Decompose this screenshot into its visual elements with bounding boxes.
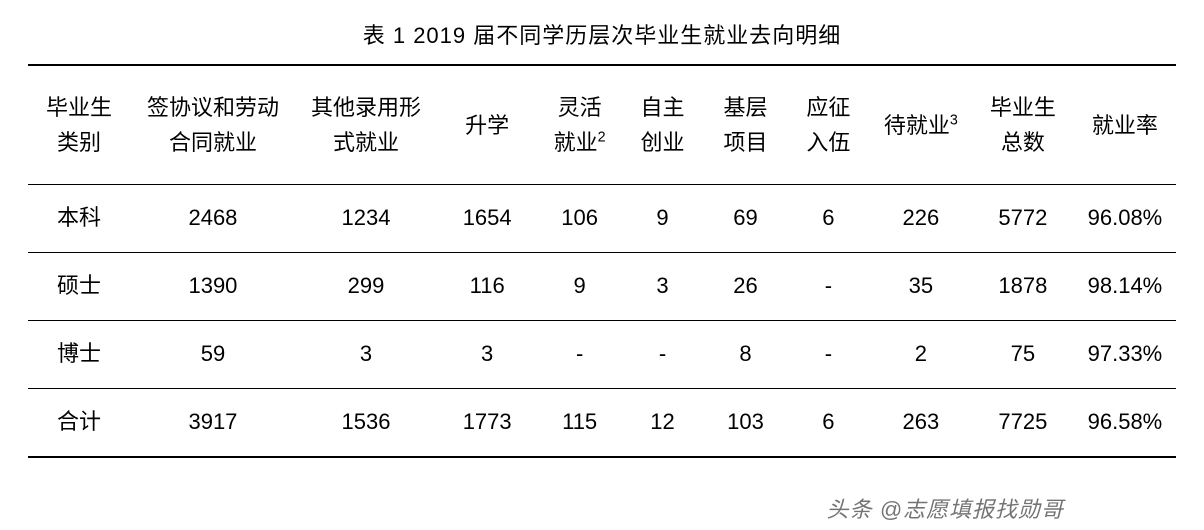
col-header-sup: 3: [950, 112, 958, 128]
col-header-2: 其他录用形式就业: [296, 65, 436, 185]
col-header-text: 基层: [723, 95, 767, 120]
col-header-text: 其他录用形: [311, 95, 421, 120]
col-header-1: 签协议和劳动合同就业: [130, 65, 296, 185]
table-cell: 2: [870, 320, 972, 388]
table-cell: -: [538, 320, 621, 388]
table-cell: 263: [870, 388, 972, 456]
table-cell: 96.08%: [1074, 185, 1176, 253]
watermark-text: 头条 @志愿填报找勋哥: [827, 492, 1064, 524]
table-row: 合计391715361773115121036263772596.58%: [28, 388, 1176, 456]
col-header-5: 自主创业: [621, 65, 704, 185]
col-header-3: 升学: [436, 65, 538, 185]
table-cell: 博士: [28, 320, 130, 388]
table-cell: 9: [621, 185, 704, 253]
col-header-10: 就业率: [1074, 65, 1176, 185]
col-header-7: 应征入伍: [787, 65, 870, 185]
table-title: 表 1 2019 届不同学历层次毕业生就业去向明细: [28, 18, 1176, 64]
table-cell: 3917: [130, 388, 296, 456]
col-header-0: 毕业生类别: [28, 65, 130, 185]
employment-table: 毕业生类别签协议和劳动合同就业其他录用形式就业升学灵活就业2自主创业基层项目应征…: [28, 64, 1176, 458]
col-header-6: 基层项目: [704, 65, 787, 185]
col-header-text: 待就业: [884, 113, 950, 138]
col-header-text: 毕业生: [46, 95, 112, 120]
col-header-text: 就业: [554, 130, 598, 155]
col-header-9: 毕业生总数: [972, 65, 1074, 185]
table-cell: 116: [436, 253, 538, 321]
col-header-text: 式就业: [333, 130, 399, 155]
table-cell: 97.33%: [1074, 320, 1176, 388]
col-header-text: 就业率: [1092, 113, 1158, 138]
table-cell: 1390: [130, 253, 296, 321]
table-cell: 8: [704, 320, 787, 388]
table-cell: 35: [870, 253, 972, 321]
table-row: 本科2468123416541069696226577296.08%: [28, 185, 1176, 253]
table-cell: 12: [621, 388, 704, 456]
col-header-text: 合同就业: [169, 130, 257, 155]
table-cell: 299: [296, 253, 436, 321]
table-cell: 103: [704, 388, 787, 456]
table-cell: 3: [436, 320, 538, 388]
table-cell: 硕士: [28, 253, 130, 321]
table-cell: 9: [538, 253, 621, 321]
col-header-text: 入伍: [806, 130, 850, 155]
table-body: 本科2468123416541069696226577296.08%硕士1390…: [28, 185, 1176, 457]
table-cell: 本科: [28, 185, 130, 253]
table-cell: -: [621, 320, 704, 388]
col-header-text: 应征: [806, 95, 850, 120]
col-header-text: 灵活: [558, 95, 602, 120]
table-cell: 3: [296, 320, 436, 388]
col-header-text: 总数: [1001, 130, 1045, 155]
table-cell: 1654: [436, 185, 538, 253]
col-header-sup: 2: [598, 130, 606, 146]
table-cell: 合计: [28, 388, 130, 456]
table-cell: 3: [621, 253, 704, 321]
table-cell: 98.14%: [1074, 253, 1176, 321]
col-header-4: 灵活就业2: [538, 65, 621, 185]
table-cell: -: [787, 253, 870, 321]
col-header-text: 项目: [723, 130, 767, 155]
table-cell: 7725: [972, 388, 1074, 456]
col-header-text: 类别: [57, 130, 101, 155]
table-cell: 6: [787, 185, 870, 253]
table-cell: 59: [130, 320, 296, 388]
table-row: 硕士13902991169326-35187898.14%: [28, 253, 1176, 321]
table-cell: 69: [704, 185, 787, 253]
table-cell: 115: [538, 388, 621, 456]
table-cell: 1234: [296, 185, 436, 253]
table-cell: 5772: [972, 185, 1074, 253]
col-header-8: 待就业3: [870, 65, 972, 185]
table-cell: 26: [704, 253, 787, 321]
table-cell: 1536: [296, 388, 436, 456]
col-header-text: 创业: [641, 130, 685, 155]
col-header-text: 升学: [465, 113, 509, 138]
table-cell: 1773: [436, 388, 538, 456]
table-cell: -: [787, 320, 870, 388]
table-cell: 226: [870, 185, 972, 253]
col-header-text: 毕业生: [990, 95, 1056, 120]
table-header-row: 毕业生类别签协议和劳动合同就业其他录用形式就业升学灵活就业2自主创业基层项目应征…: [28, 65, 1176, 185]
col-header-text: 签协议和劳动: [147, 95, 279, 120]
table-cell: 2468: [130, 185, 296, 253]
table-cell: 1878: [972, 253, 1074, 321]
table-cell: 106: [538, 185, 621, 253]
table-cell: 6: [787, 388, 870, 456]
table-cell: 75: [972, 320, 1074, 388]
table-row: 博士5933--8-27597.33%: [28, 320, 1176, 388]
col-header-text: 自主: [641, 95, 685, 120]
table-cell: 96.58%: [1074, 388, 1176, 456]
